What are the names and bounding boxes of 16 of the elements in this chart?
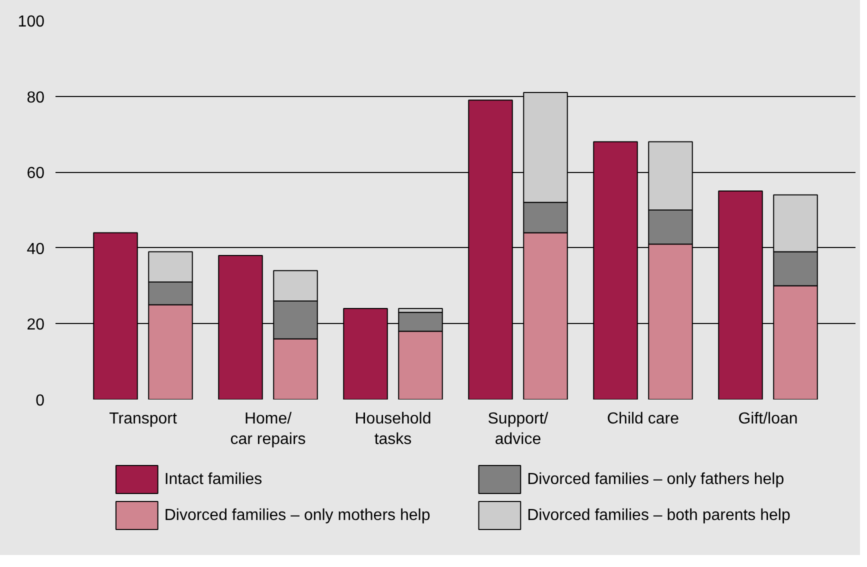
y-tick-label: 100	[18, 14, 45, 30]
y-tick-label: 20	[26, 316, 45, 334]
legend-label: Intact families	[164, 471, 262, 488]
y-tick-label: 80	[26, 89, 45, 106]
x-tick-label: Household tasks	[354, 410, 432, 448]
y-tick-label: 40	[26, 240, 45, 258]
x-tick-label: Transport	[109, 410, 178, 428]
x-tick-label: Gift/loan	[738, 410, 798, 428]
y-tick-label: 60	[26, 165, 45, 182]
x-tick-label: Child care	[606, 410, 680, 428]
y-tick-label: 0	[36, 392, 45, 410]
legend-label: Divorced families – only fathers help	[527, 471, 784, 488]
x-tick-label: Support/ advice	[488, 410, 549, 448]
legend-label: Divorced families – only mothers help	[164, 507, 430, 524]
legend-label: Divorced families – both parents help	[527, 507, 790, 524]
x-tick-label: Home/ car repairs	[230, 410, 306, 448]
